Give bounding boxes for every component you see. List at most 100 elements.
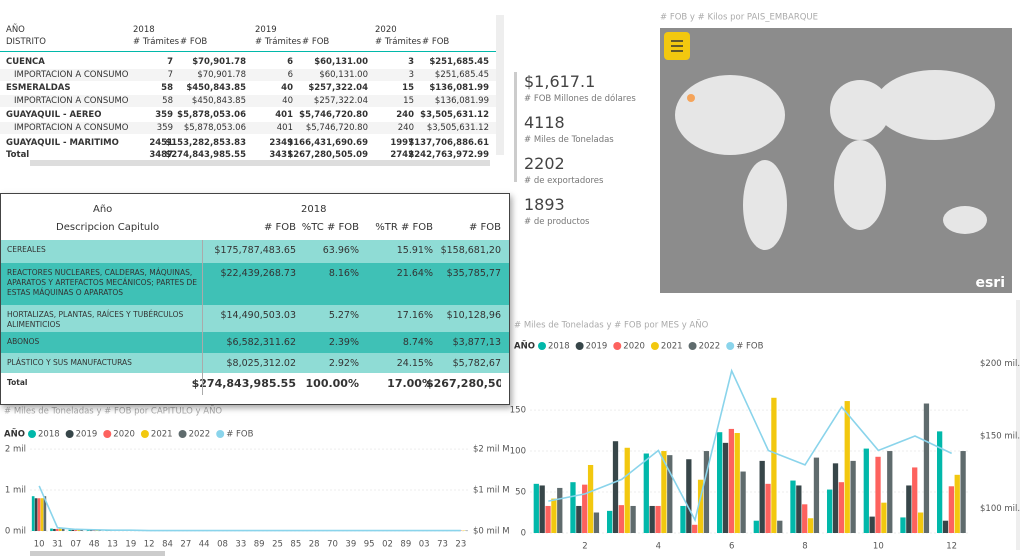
bar bbox=[777, 520, 783, 533]
legend-swatch bbox=[726, 342, 735, 350]
row-label: PLÁSTICO Y SUS MANUFACTURAS bbox=[7, 358, 132, 367]
cell: 8.16% bbox=[328, 268, 359, 279]
row-label: IMPORTACION A CONSUMO bbox=[14, 70, 129, 80]
bar bbox=[582, 484, 588, 533]
x-tick-label: 84 bbox=[162, 540, 173, 550]
bar bbox=[557, 487, 563, 533]
kpi-value: 2202 bbox=[524, 154, 565, 173]
legend-label: 2020 bbox=[113, 430, 135, 440]
legend-swatch bbox=[103, 430, 112, 438]
cell: $257,322.04 bbox=[313, 96, 368, 106]
cell: $3,877,13 bbox=[452, 337, 501, 348]
bar bbox=[765, 483, 771, 533]
row-label: HORTALIZAS, PLANTAS, RAÍCES Y TUBÉRCULOS… bbox=[7, 310, 184, 329]
bar bbox=[734, 433, 740, 533]
cell: 15 bbox=[403, 96, 414, 106]
row-band bbox=[0, 122, 496, 134]
cell: 3487 bbox=[149, 150, 173, 160]
cell: $14,490,503.03 bbox=[220, 310, 296, 321]
bar bbox=[37, 498, 41, 531]
measure-header: # FOB bbox=[422, 37, 450, 47]
bar bbox=[887, 451, 893, 533]
cell: $10,128,96 bbox=[446, 310, 501, 321]
cell: $5,782,67 bbox=[452, 358, 501, 369]
bar bbox=[802, 504, 808, 533]
bar bbox=[917, 512, 924, 533]
cell: 15 bbox=[402, 83, 414, 93]
y2ticks-label: $1 mil M bbox=[473, 486, 510, 496]
year-header: 2018 bbox=[301, 204, 327, 215]
bar bbox=[570, 482, 576, 533]
x-tick-label: 95 bbox=[364, 540, 375, 550]
x-tick-label: 6 bbox=[729, 542, 734, 552]
cell: $5,878,053.06 bbox=[183, 123, 246, 133]
measure-header: # Trámites bbox=[133, 37, 180, 47]
bar bbox=[74, 529, 78, 531]
legend-label: 2019 bbox=[76, 430, 98, 440]
legend-swatch bbox=[613, 342, 622, 350]
cell: $251,685.45 bbox=[429, 57, 489, 67]
cell: $70,901.78 bbox=[197, 70, 246, 80]
x-tick-label: 02 bbox=[382, 540, 393, 550]
bar bbox=[71, 529, 75, 531]
map-title: # FOB y # Kilos por PAIS_EMBARQUE bbox=[660, 13, 818, 23]
cell: $5,746,720.80 bbox=[299, 110, 368, 120]
bar bbox=[31, 496, 35, 531]
x-tick-label: 4 bbox=[656, 542, 661, 552]
x-tick-label: 85 bbox=[290, 540, 301, 550]
row-header: DISTRITO bbox=[6, 37, 46, 47]
row-label: REACTORES NUCLEARES, CALDERAS, MÁQUINAS,… bbox=[7, 268, 197, 297]
x-tick-label: 8 bbox=[802, 542, 807, 552]
row-label: IMPORTACION A CONSUMO bbox=[14, 96, 129, 106]
row-label: Total bbox=[6, 150, 30, 160]
cell: 6 bbox=[287, 70, 293, 80]
cell: 3 bbox=[408, 70, 414, 80]
x-tick-label: 2 bbox=[582, 542, 587, 552]
kpi-value: $1,617.1 bbox=[524, 72, 596, 91]
bar bbox=[649, 505, 655, 533]
scrollbar[interactable] bbox=[30, 551, 165, 556]
bar bbox=[827, 489, 833, 533]
cell: 21.64% bbox=[396, 268, 433, 279]
year-header: 2020 bbox=[375, 25, 397, 35]
row-band bbox=[0, 95, 496, 107]
bar bbox=[607, 510, 613, 533]
scrollbar[interactable] bbox=[1016, 300, 1020, 550]
bar bbox=[587, 464, 594, 533]
map-logo: esri bbox=[975, 275, 1005, 291]
bar bbox=[667, 455, 673, 533]
row-label: ESMERALDAS bbox=[6, 83, 71, 93]
bar bbox=[942, 520, 949, 533]
chapter-matrix: Año 2018 Descripcion Capitulo # FOB %TC # FO… bbox=[0, 193, 510, 405]
chart-title: # Miles de Toneladas y # FOB por CAPITUL… bbox=[4, 406, 222, 417]
row-band bbox=[1, 240, 509, 264]
yticks-label: 0 bbox=[521, 529, 526, 539]
line bbox=[38, 485, 461, 532]
scrollbar[interactable] bbox=[496, 15, 504, 155]
bar bbox=[680, 505, 686, 533]
cell: $274,843,985.55 bbox=[165, 150, 246, 160]
legend-label: 2018 bbox=[548, 342, 570, 352]
bar bbox=[790, 480, 796, 533]
legend-swatch bbox=[575, 342, 584, 350]
line bbox=[548, 368, 953, 523]
column-header: # FOB bbox=[468, 222, 501, 233]
legend-swatch bbox=[178, 430, 187, 438]
x-tick-label: 13 bbox=[107, 540, 118, 550]
cell: 5.27% bbox=[328, 310, 359, 321]
scrollbar[interactable] bbox=[30, 160, 490, 166]
bar bbox=[697, 479, 704, 533]
bar bbox=[881, 502, 887, 533]
cell: 240 bbox=[396, 110, 414, 120]
x-tick-label: 27 bbox=[180, 540, 191, 550]
bar bbox=[838, 482, 845, 533]
map-point[interactable] bbox=[687, 94, 695, 102]
bar bbox=[753, 520, 759, 533]
y2ticks-label: $100 mil. bbox=[980, 504, 1020, 514]
map-land bbox=[875, 70, 995, 140]
row-label: ABONOS bbox=[7, 337, 40, 346]
legend-swatch bbox=[688, 342, 697, 350]
cell: 63.96% bbox=[322, 245, 359, 256]
